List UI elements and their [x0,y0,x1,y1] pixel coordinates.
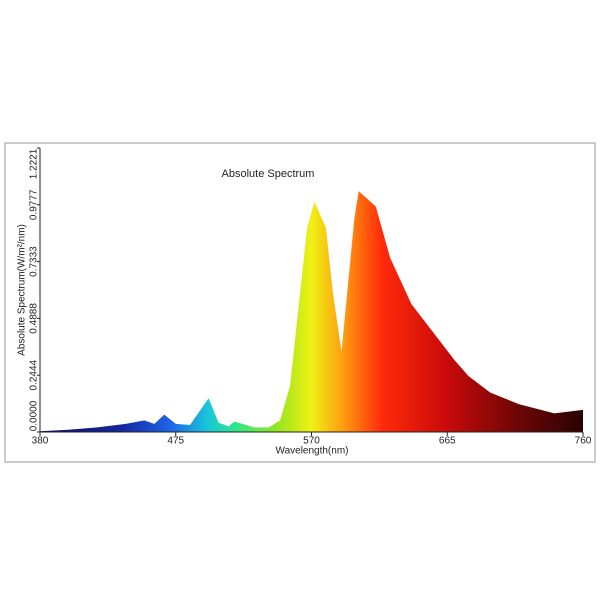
x-tick-label: 570 [303,436,320,447]
plot: 380 475 570 665 760 0.0000 0.2444 0.4888 0.7333 0… [29,147,592,447]
y-axis-label: Absolute Spectrum(W/m²/nm) [17,224,28,356]
y-tick-label: 0.4888 [29,303,40,334]
y-tick-label: 0.9777 [29,189,40,220]
spectrum-area [40,191,583,432]
y-tick-label: 0.7333 [29,246,40,277]
x-axis-label: Wavelength(nm) [276,446,349,457]
y-tick-label: 0.2444 [29,359,40,390]
x-tick-label: 665 [439,436,456,447]
chart-title: Absolute Spectrum [222,168,315,180]
x-tick-label: 475 [167,436,184,447]
x-tick-label: 760 [575,436,592,447]
x-tick-label: 380 [32,436,49,447]
y-tick-label: 1.2221 [29,148,40,179]
y-tick-label: 0.0000 [29,400,40,431]
